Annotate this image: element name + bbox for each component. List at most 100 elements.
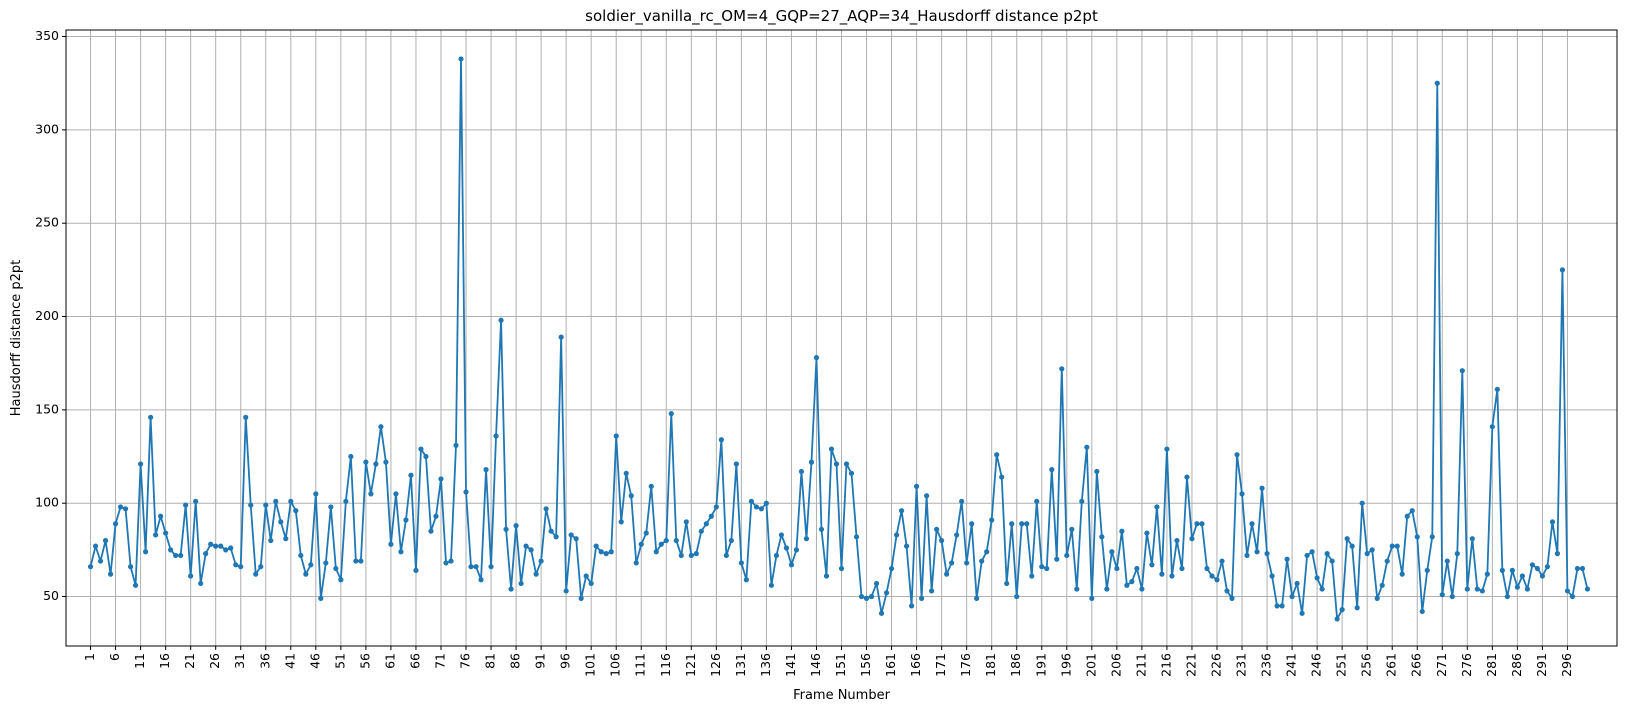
data-point bbox=[313, 491, 319, 497]
data-point bbox=[773, 552, 780, 559]
data-point bbox=[363, 459, 369, 465]
data-point bbox=[122, 506, 129, 512]
data-point bbox=[708, 513, 714, 519]
data-point bbox=[1064, 552, 1070, 559]
x-tick-label: 126 bbox=[708, 653, 723, 677]
data-point bbox=[1109, 549, 1115, 555]
data-point bbox=[138, 461, 144, 467]
data-point bbox=[813, 355, 820, 361]
data-point bbox=[87, 564, 94, 570]
data-point bbox=[153, 532, 159, 538]
data-point bbox=[1294, 580, 1300, 587]
data-point bbox=[488, 564, 494, 570]
data-point bbox=[248, 502, 254, 508]
data-point bbox=[553, 534, 559, 540]
data-point bbox=[588, 580, 594, 587]
data-point bbox=[1054, 556, 1060, 562]
data-point bbox=[878, 610, 885, 616]
data-point bbox=[653, 549, 659, 555]
data-point bbox=[233, 562, 239, 568]
x-tick-label: 291 bbox=[1534, 653, 1549, 677]
data-point bbox=[523, 543, 529, 549]
x-tick-label: 131 bbox=[733, 653, 748, 677]
data-point bbox=[1474, 586, 1480, 592]
data-point bbox=[1454, 551, 1460, 557]
data-point bbox=[1164, 446, 1170, 452]
x-tick-label: 196 bbox=[1058, 653, 1073, 677]
data-point bbox=[929, 588, 935, 594]
data-point bbox=[903, 543, 910, 549]
data-point bbox=[1504, 593, 1510, 600]
data-point bbox=[1404, 513, 1410, 519]
data-point bbox=[132, 582, 139, 588]
data-point bbox=[914, 483, 920, 489]
data-point bbox=[1259, 485, 1265, 491]
data-point bbox=[528, 547, 534, 553]
data-point bbox=[568, 532, 574, 538]
x-tick-label: 136 bbox=[758, 653, 773, 677]
data-point bbox=[1364, 551, 1370, 557]
data-point bbox=[1429, 534, 1435, 540]
data-point bbox=[1499, 567, 1505, 574]
x-tick-label: 51 bbox=[332, 653, 347, 669]
x-tick-label: 6 bbox=[107, 653, 122, 661]
data-point bbox=[298, 552, 304, 559]
x-tick-label: 61 bbox=[382, 653, 397, 669]
data-point bbox=[658, 541, 664, 547]
data-point bbox=[1494, 386, 1500, 392]
data-point bbox=[112, 521, 119, 527]
data-point bbox=[383, 459, 389, 465]
data-point bbox=[1129, 579, 1135, 585]
data-point bbox=[333, 565, 339, 572]
data-point bbox=[838, 565, 845, 572]
data-point bbox=[107, 571, 114, 577]
data-point bbox=[213, 543, 219, 549]
data-point bbox=[478, 577, 484, 583]
data-point bbox=[218, 543, 224, 549]
data-point bbox=[643, 530, 649, 536]
data-point bbox=[423, 453, 429, 460]
data-point bbox=[1264, 551, 1270, 557]
data-point bbox=[763, 500, 770, 506]
x-tick-label: 66 bbox=[407, 653, 422, 669]
data-point bbox=[1069, 526, 1075, 532]
data-point bbox=[178, 552, 184, 559]
data-point bbox=[1144, 530, 1150, 536]
x-tick-label: 36 bbox=[257, 653, 272, 669]
data-point bbox=[358, 558, 364, 564]
x-tick-label: 171 bbox=[933, 653, 948, 677]
data-point bbox=[919, 595, 925, 602]
data-point bbox=[703, 521, 709, 527]
data-point bbox=[1369, 547, 1375, 553]
data-point bbox=[623, 470, 629, 476]
data-point bbox=[1564, 588, 1571, 594]
data-point bbox=[1024, 521, 1030, 527]
data-point bbox=[843, 461, 850, 467]
data-point bbox=[1539, 573, 1545, 579]
data-point bbox=[908, 603, 915, 609]
data-point bbox=[989, 517, 995, 523]
x-tick-label: 86 bbox=[508, 653, 523, 669]
data-point bbox=[413, 567, 419, 574]
x-tick-label: 276 bbox=[1459, 653, 1474, 677]
data-point bbox=[984, 549, 990, 555]
data-point bbox=[743, 577, 749, 583]
data-point bbox=[994, 452, 1000, 458]
data-point bbox=[558, 334, 564, 340]
data-point bbox=[873, 580, 880, 587]
data-point bbox=[408, 472, 414, 478]
data-point bbox=[1049, 467, 1055, 473]
data-point bbox=[618, 519, 624, 525]
data-point bbox=[1149, 562, 1155, 568]
data-point bbox=[1269, 573, 1275, 579]
data-point bbox=[949, 560, 955, 566]
data-point bbox=[1249, 521, 1255, 527]
data-point bbox=[1124, 582, 1130, 588]
data-point bbox=[1199, 521, 1205, 527]
data-point bbox=[143, 549, 149, 555]
data-point bbox=[158, 513, 164, 519]
data-point bbox=[418, 446, 424, 452]
data-point bbox=[728, 537, 734, 544]
data-point bbox=[353, 558, 359, 564]
